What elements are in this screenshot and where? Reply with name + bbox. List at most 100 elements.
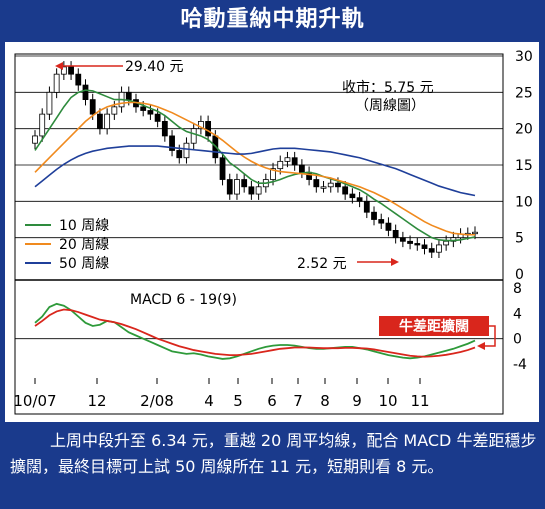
macd-lines — [34, 302, 476, 360]
price-tick-label: 10 — [515, 194, 533, 210]
signal-line — [34, 308, 476, 358]
candle-body — [436, 244, 442, 253]
candle-body — [32, 135, 38, 144]
candle-body — [248, 186, 255, 195]
caption-text: 上周中段升至 6.34 元，重越 20 周平均線，配合 MACD 牛差距穩步擴闊… — [10, 431, 537, 476]
price-tick-label: 5 — [515, 231, 524, 247]
candle-body — [342, 186, 349, 195]
candle-body — [60, 66, 67, 75]
candle-body — [169, 135, 175, 151]
price-tick-label: 0 — [515, 267, 524, 283]
candle-body — [183, 142, 190, 159]
low-label: 2.52 元 — [297, 256, 347, 272]
candle-body — [378, 219, 385, 224]
candle-body — [176, 150, 183, 159]
high-label: 29.40 元 — [125, 59, 184, 75]
candle-body — [327, 182, 334, 188]
candle-body — [97, 113, 103, 130]
candle-body — [219, 157, 226, 180]
x-tick-label: 10 — [378, 392, 397, 410]
candle-body — [385, 222, 392, 231]
ma50-line — [34, 145, 476, 197]
x-tick-label: 7 — [293, 392, 303, 410]
macd-axis-ticks: 8 4 0 -4 — [513, 281, 527, 373]
candle-body — [270, 168, 276, 180]
price-axis-ticks: 30 25 20 15 10 5 0 — [515, 49, 533, 283]
candle-body — [190, 128, 197, 144]
candle-body — [75, 73, 82, 86]
x-tick-label: 5 — [233, 392, 243, 410]
macd-tick-label: 4 — [513, 306, 522, 322]
close-label: 收市：5.75 元 — [342, 79, 434, 96]
macd-tick-label: -4 — [513, 357, 527, 373]
candle-body — [428, 248, 435, 253]
candle-body — [205, 121, 212, 137]
candle-body — [291, 157, 298, 166]
candle-body — [313, 179, 320, 188]
candle-body — [472, 231, 478, 235]
candle-body — [111, 106, 118, 115]
candle-body — [82, 84, 89, 100]
candle-body — [125, 91, 132, 100]
candle-body — [277, 160, 284, 170]
x-tick-label: 11 — [410, 392, 429, 410]
chart-panel: 30 25 20 15 10 5 0 8 4 0 -4 10/07 12 2/08 4 5 6 7 8 9 10 11… — [5, 42, 539, 422]
chart-kind-label: （周線圖） — [355, 98, 425, 114]
candle-body — [414, 243, 421, 246]
x-tick-label: 9 — [352, 392, 362, 410]
legend-ma10-label: 10 周線 — [59, 218, 109, 234]
legend-ma50-label: 50 周線 — [59, 256, 109, 272]
x-tick-label: 12 — [87, 392, 106, 410]
macd-callout-arrowhead — [477, 342, 485, 350]
candle-body — [234, 179, 240, 195]
x-tick-label: 6 — [267, 392, 277, 410]
candle-body — [39, 113, 46, 137]
candle-body — [226, 179, 233, 195]
macd-callout-text: 牛差距擴闊 — [399, 318, 469, 335]
x-tick-label: 8 — [320, 392, 330, 410]
price-tick-label: 20 — [515, 122, 533, 138]
candle-body — [284, 157, 291, 162]
candle-body — [443, 240, 450, 246]
candle-body — [161, 121, 168, 137]
legend: 10 周線 20 周線 50 周線 — [25, 218, 109, 272]
macd-tick-label: 8 — [513, 281, 522, 297]
candle-body — [154, 113, 161, 122]
macd-callout-arrow — [483, 325, 496, 347]
x-tick-label: 10/07 — [13, 392, 56, 410]
candle-body — [399, 237, 406, 242]
candlestick-series — [32, 61, 478, 259]
candle-body — [407, 240, 413, 244]
macd-label: MACD 6 - 19(9) — [130, 292, 237, 308]
plot-frame — [14, 53, 504, 415]
candle-body — [421, 244, 428, 249]
candle-body — [335, 182, 341, 188]
candle-body — [349, 193, 356, 199]
x-tick-label: 4 — [204, 392, 214, 410]
chart-title: 哈動重納中期升軌 — [180, 7, 365, 32]
macd-tick-label: 0 — [513, 332, 522, 348]
candle-body — [89, 99, 96, 115]
candle-body — [371, 211, 377, 220]
candle-body — [198, 121, 204, 130]
ma10-line — [34, 89, 476, 242]
candle-body — [363, 200, 370, 213]
candle-body — [147, 110, 154, 115]
candle-body — [68, 66, 74, 75]
candle-body — [140, 106, 147, 111]
candle-body — [46, 91, 53, 115]
price-tick-label: 30 — [515, 49, 533, 65]
candle-body — [255, 186, 262, 195]
candle-body — [356, 197, 363, 202]
x-axis-ticks: 10/07 12 2/08 4 5 6 7 8 9 10 11 — [13, 378, 430, 410]
candle-body — [53, 73, 60, 93]
macd-callout-box — [379, 316, 489, 336]
ma20-line — [34, 101, 475, 236]
price-tick-label: 25 — [515, 85, 533, 101]
candle-body — [298, 164, 305, 173]
legend-ma20-label: 20 周線 — [59, 237, 109, 253]
price-tick-label: 15 — [515, 158, 533, 174]
moving-average-lines — [34, 89, 476, 242]
high-arrowhead — [55, 62, 63, 70]
